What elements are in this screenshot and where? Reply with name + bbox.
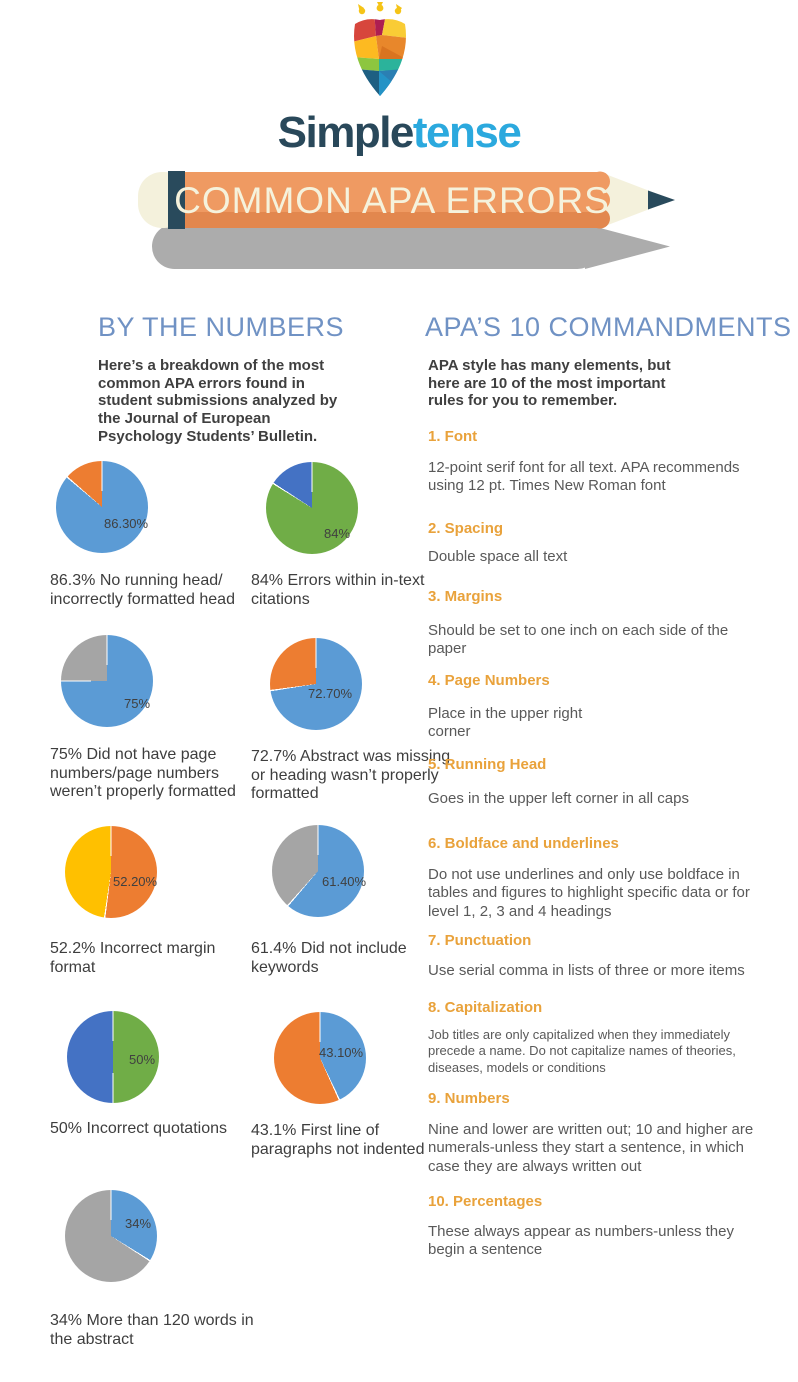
rule-body-spacing: Double space all text <box>428 548 568 565</box>
rule-body-margins: Should be set to one inch on each side o… <box>428 622 729 658</box>
pie-value-label: 50% <box>129 1052 156 1067</box>
pencil-lead-tip <box>648 190 675 210</box>
pie-chart-no-running-head: 86.30% <box>56 461 148 553</box>
rule-title-page-numbers: 4. Page Numbers <box>428 672 550 689</box>
rule-body-punctuation: Use serial comma in lists of three or mo… <box>428 962 745 979</box>
pie-caption: 75% Did not have page numbers/page numbe… <box>50 746 236 801</box>
pie-chart-intext-citations: 84% <box>266 462 358 554</box>
pie-caption: 72.7% Abstract was missing or heading wa… <box>251 748 451 803</box>
banner-title: COMMON APA ERRORS <box>174 180 610 221</box>
rule-title-punctuation: 7. Punctuation <box>428 932 532 949</box>
commandments-heading: APA’S 10 COMMANDMENTS <box>425 312 792 342</box>
pie-value-label: 72.70% <box>308 686 353 701</box>
pie-chart-quotations: 50% <box>67 1011 159 1103</box>
pie-caption: 86.3% No running head/ incorrectly forma… <box>50 572 235 608</box>
brand-name-tense: tense <box>412 108 522 157</box>
rule-body-numbers: Nine and lower are written out; 10 and h… <box>428 1121 754 1175</box>
pie-chart-indentation: 43.10% <box>274 1012 366 1104</box>
pencil-wood-tip <box>600 172 673 228</box>
pencil-banner: COMMON APA ERRORS <box>138 171 675 269</box>
left-intro-text: Here’s a breakdown of the most common AP… <box>98 357 338 445</box>
pie-caption: 52.2% Incorrect margin format <box>50 940 216 976</box>
pie-chart-abstract-missing: 72.70% <box>270 638 362 730</box>
pie-caption: 34% More than 120 words in the abstract <box>50 1312 254 1348</box>
rule-body-boldface: Do not use underlines and only use boldf… <box>428 866 750 920</box>
pie-value-label: 43.10% <box>319 1045 364 1060</box>
brand-wordmark: Simpletense <box>0 108 798 158</box>
pie-value-label: 61.40% <box>322 874 367 889</box>
spark-icons <box>358 2 402 15</box>
pie-caption: 43.1% First line of paragraphs not inden… <box>251 1122 425 1158</box>
rule-title-percentages: 10. Percentages <box>428 1193 543 1210</box>
rule-title-boldface: 6. Boldface and underlines <box>428 835 619 852</box>
pie-value-label: 52.20% <box>113 874 158 889</box>
rule-title-running-head: 5. Running Head <box>428 756 547 773</box>
pencil-ferrule <box>168 171 185 229</box>
rule-body-font: 12-point serif font for all text. APA re… <box>428 459 740 495</box>
pencil-shadow <box>152 224 670 269</box>
by-the-numbers-heading: BY THE NUMBERS <box>98 312 345 342</box>
rule-title-spacing: 2. Spacing <box>428 520 504 537</box>
rule-title-numbers: 9. Numbers <box>428 1090 510 1107</box>
right-intro-text: APA style has many elements, but here ar… <box>428 357 671 410</box>
rule-title-capitalization: 8. Capitalization <box>428 999 543 1016</box>
pie-value-label: 34% <box>125 1216 152 1231</box>
pie-caption: 61.4% Did not include keywords <box>251 940 407 976</box>
pie-caption: 84% Errors within in-text citations <box>251 572 425 608</box>
pie-chart-margin-format: 52.20% <box>65 826 157 918</box>
rule-body-running-head: Goes in the upper left corner in all cap… <box>428 790 689 807</box>
pie-caption: 50% Incorrect quotations <box>50 1120 227 1137</box>
brand-name-simple: Simple <box>277 108 415 157</box>
rule-body-capitalization: Job titles are only capitalized when the… <box>428 1027 736 1075</box>
pie-value-label: 86.30% <box>104 516 149 531</box>
pie-chart-keywords: 61.40% <box>272 825 367 917</box>
rule-body-page-numbers: Place in the upper right corner <box>428 705 583 741</box>
brand-logo-crystal-icon <box>354 2 406 97</box>
pie-value-label: 75% <box>124 696 151 711</box>
rule-body-percentages: These always appear as numbers-unless th… <box>428 1223 734 1259</box>
pie-value-label: 84% <box>324 526 351 541</box>
rule-title-margins: 3. Margins <box>428 588 503 605</box>
pie-chart-abstract-words: 34% <box>65 1190 157 1282</box>
rule-title-font: 1. Font <box>428 428 478 445</box>
pie-chart-page-numbers: 75% <box>61 635 153 727</box>
